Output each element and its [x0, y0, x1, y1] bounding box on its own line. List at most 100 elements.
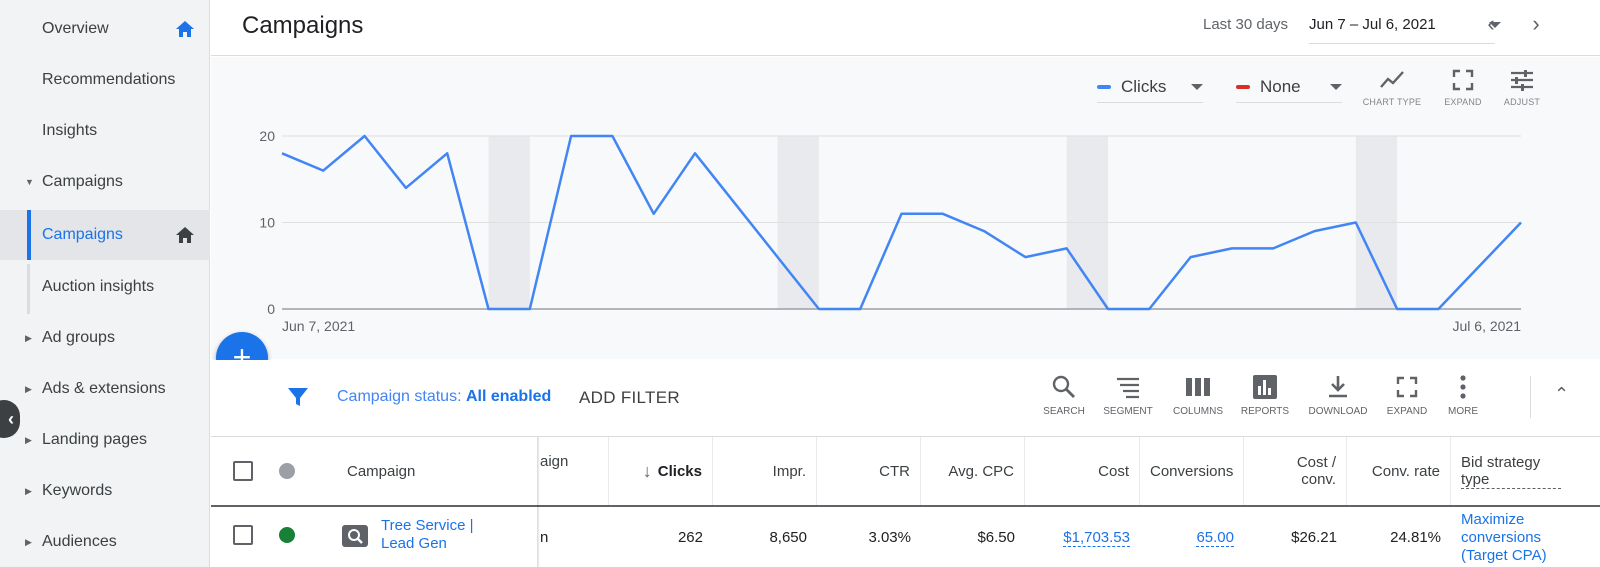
reports-button[interactable]: REPORTS	[1230, 374, 1300, 417]
cell-value: n	[540, 529, 549, 546]
table-row: Tree Service | Lead Gen	[211, 507, 537, 567]
column-header-label: Conversions	[1150, 462, 1234, 480]
sort-down-icon: ↓	[642, 460, 652, 481]
frozen-column-shadow	[537, 437, 540, 567]
x-end-label: Jul 6, 2021	[1453, 318, 1522, 334]
sidebar-item-label: Audiences	[42, 533, 117, 550]
sidebar-item-label: Keywords	[42, 482, 113, 499]
cell-clicks: 262	[677, 529, 703, 546]
more-button[interactable]: MORE	[1428, 374, 1498, 417]
filter-icon[interactable]	[287, 386, 309, 408]
column-header-avg-cpc[interactable]: Avg. CPC	[921, 437, 1025, 505]
performance-chart: 0 10 20 Jun 7, 2021 Jul 6, 2021	[259, 128, 1522, 334]
column-header-label: Bid strategy	[1461, 453, 1541, 471]
column-header-label: Cost	[1098, 462, 1129, 480]
toolbar-divider	[1530, 376, 1531, 418]
tool-caption: DOWNLOAD	[1308, 406, 1368, 417]
column-header-label: Cost /	[1296, 454, 1336, 471]
column-header-impr[interactable]: Impr.	[713, 437, 817, 505]
sidebar-item-landing-pages[interactable]: ▶ Landing pages	[0, 415, 210, 465]
column-header-campaign[interactable]: Campaign	[347, 462, 416, 480]
download-button[interactable]: DOWNLOAD	[1303, 374, 1373, 417]
campaign-name-line: Lead Gen	[381, 535, 447, 552]
column-header-clicks[interactable]: ↓ Clicks	[609, 437, 713, 505]
segment-icon	[1117, 377, 1139, 399]
column-header-cost-per-conv[interactable]: Cost / conv.	[1244, 437, 1347, 505]
expand-chart-button[interactable]: EXPAND	[1428, 69, 1498, 107]
caret-right-icon: ▶	[25, 383, 32, 394]
sidebar-item-campaigns[interactable]: Campaigns	[0, 210, 210, 260]
bid-strategy-line: (Target CPA)	[1461, 546, 1547, 564]
column-header-conv-rate[interactable]: Conv. rate	[1347, 437, 1451, 505]
sidebar-item-label: Landing pages	[42, 431, 147, 448]
sidebar-item-overview[interactable]: Overview	[0, 4, 210, 54]
sidebar-item-label: Recommendations	[42, 71, 176, 88]
cell-bid-strategy[interactable]: Maximize conversions (Target CPA)	[1451, 507, 1600, 567]
tool-caption: REPORTS	[1240, 406, 1290, 417]
collapse-up-button[interactable]: ⌃	[1554, 384, 1569, 405]
date-range-selector[interactable]: Jun 7 – Jul 6, 2021	[1309, 14, 1495, 44]
sidebar-item-ads-extensions[interactable]: ▶ Ads & extensions	[0, 364, 210, 414]
column-header-bid-strategy[interactable]: Bid strategy type	[1451, 437, 1600, 505]
sidebar-item-recommendations[interactable]: Recommendations	[0, 55, 210, 105]
search-button[interactable]: SEARCH	[1029, 374, 1099, 417]
sidebar-item-label: Campaigns	[42, 173, 123, 190]
conversions-link[interactable]: 65.00	[1196, 528, 1234, 547]
dropdown-arrow-icon[interactable]	[1489, 22, 1501, 28]
cell-conv-rate: 24.81%	[1390, 529, 1441, 546]
columns-button[interactable]: COLUMNS	[1163, 374, 1233, 417]
select-all-checkbox[interactable]	[233, 461, 253, 481]
column-header-label: Avg. CPC	[948, 462, 1014, 480]
campaign-name-link[interactable]: Tree Service | Lead Gen	[381, 517, 474, 553]
search-icon	[1052, 375, 1075, 398]
prev-period-button[interactable]: ‹	[1487, 11, 1495, 36]
sidebar-item-auction-insights[interactable]: Auction insights	[0, 262, 210, 312]
dropdown-arrow-icon	[1191, 84, 1203, 90]
chart-panel: 0 10 20 Jun 7, 2021 Jul 6, 2021 Clicks None …	[211, 57, 1600, 359]
segment-button[interactable]: SEGMENT	[1093, 374, 1163, 417]
download-icon	[1329, 376, 1347, 398]
metric-selector-1[interactable]: Clicks	[1097, 71, 1203, 103]
metric-selector-2[interactable]: None	[1236, 71, 1342, 103]
tool-caption: EXPAND	[1444, 97, 1482, 107]
tool-caption: SEARCH	[1043, 406, 1085, 417]
page-header: Campaigns Last 30 days Jun 7 – Jul 6, 20…	[211, 0, 1600, 56]
sidebar-item-audiences[interactable]: ▶ Audiences	[0, 517, 210, 567]
clicks-series-line	[281, 134, 1522, 311]
cost-link[interactable]: $1,703.53	[1063, 528, 1130, 547]
bid-strategy-line: conversions	[1461, 528, 1542, 546]
date-range-label: Last 30 days	[1203, 16, 1289, 33]
column-header-truncated[interactable]: aign	[540, 437, 609, 505]
column-header-label: Impr.	[772, 462, 806, 480]
next-period-button[interactable]: ›	[1532, 11, 1540, 36]
expand-table-button[interactable]: EXPAND	[1372, 374, 1442, 417]
tool-caption: MORE	[1448, 406, 1478, 417]
cell-impr: 8,650	[769, 529, 807, 546]
table-header-frozen: Campaign	[211, 437, 537, 505]
status-dot-icon	[279, 463, 295, 479]
adjust-chart-button[interactable]: ADJUST	[1487, 69, 1557, 107]
filter-chip[interactable]: Campaign status: All enabled	[337, 388, 551, 406]
fullscreen-icon	[1396, 376, 1418, 398]
column-header-conversions[interactable]: Conversions	[1140, 437, 1244, 505]
sidebar-item-insights[interactable]: Insights	[0, 106, 210, 156]
series-swatch	[1236, 84, 1250, 89]
column-header-ctr[interactable]: CTR	[817, 437, 921, 505]
cell-cost-per-conv: $26.21	[1291, 529, 1337, 546]
sidebar-item-ad-groups[interactable]: ▶ Ad groups	[0, 313, 210, 363]
add-filter-button[interactable]: ADD FILTER	[579, 388, 680, 407]
home-icon	[176, 227, 194, 243]
cell-conversions[interactable]: 65.00	[1140, 507, 1244, 567]
row-checkbox[interactable]	[233, 525, 253, 545]
fullscreen-icon	[1452, 69, 1474, 91]
enabled-status-icon[interactable]	[279, 527, 295, 543]
chart-type-button[interactable]: CHART TYPE	[1357, 69, 1427, 107]
chevron-up-icon: ⌃	[1554, 384, 1570, 404]
chevron-left-icon: ‹	[8, 408, 14, 429]
sidebar-item-keywords[interactable]: ▶ Keywords	[0, 466, 210, 516]
cell-cost[interactable]: $1,703.53	[1025, 507, 1140, 567]
column-header-cost[interactable]: Cost	[1025, 437, 1140, 505]
series-swatch	[1097, 84, 1111, 89]
collapse-sidebar-button[interactable]: ‹	[0, 400, 20, 438]
sidebar-item-campaigns-group[interactable]: ▼ Campaigns	[0, 157, 210, 207]
